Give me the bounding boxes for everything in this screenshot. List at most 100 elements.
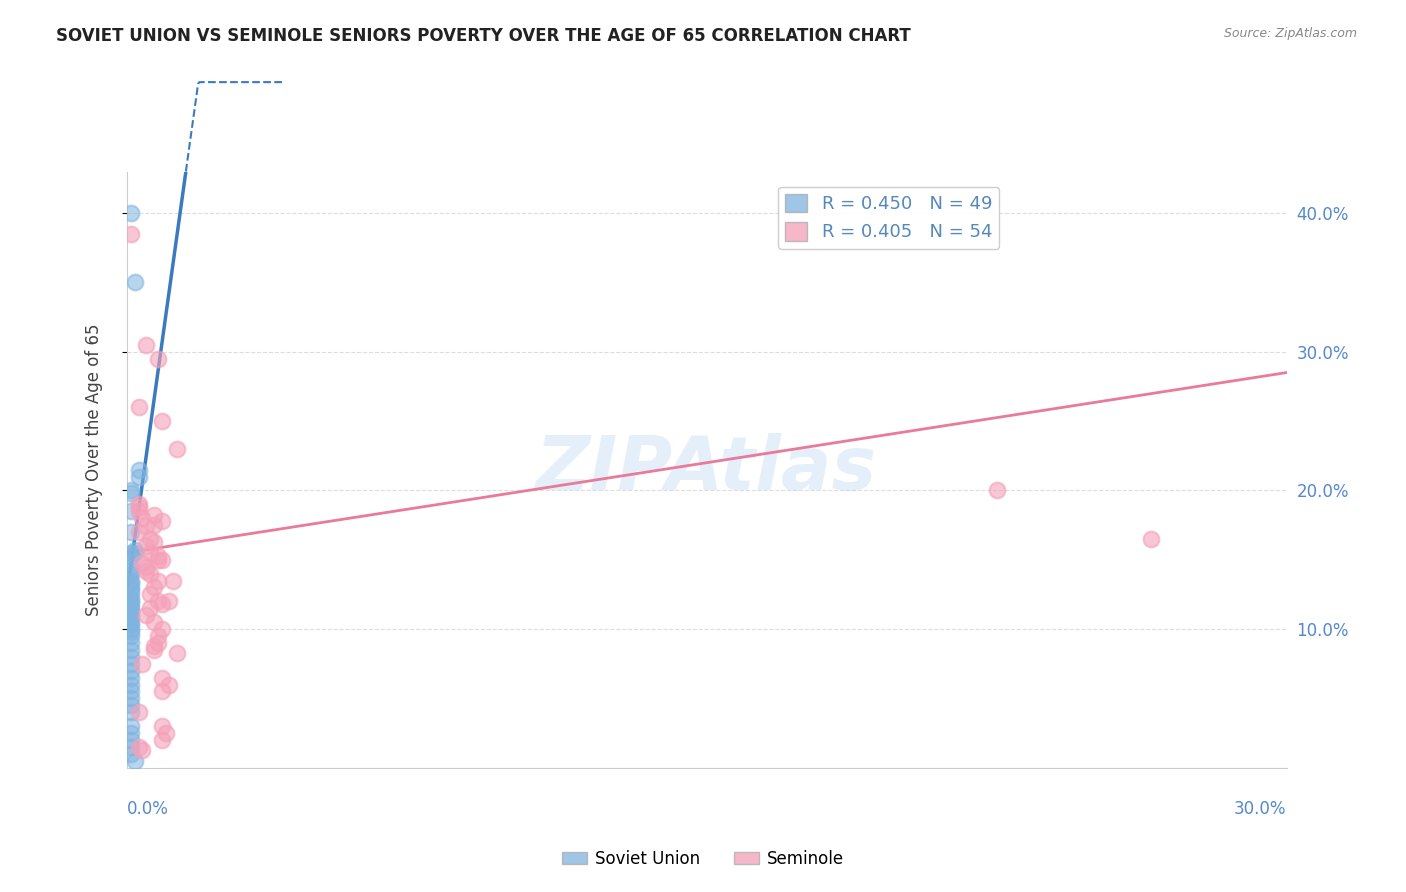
Text: SOVIET UNION VS SEMINOLE SENIORS POVERTY OVER THE AGE OF 65 CORRELATION CHART: SOVIET UNION VS SEMINOLE SENIORS POVERTY…: [56, 27, 911, 45]
Y-axis label: Seniors Poverty Over the Age of 65: Seniors Poverty Over the Age of 65: [86, 324, 103, 615]
Point: [120, 624, 142, 639]
Point: [135, 559, 157, 574]
Point: [150, 553, 173, 567]
Point: [120, 691, 142, 706]
Point: [150, 733, 173, 747]
Point: [150, 414, 173, 428]
Text: Source: ZipAtlas.com: Source: ZipAtlas.com: [1223, 27, 1357, 40]
Text: ZIPAtlas: ZIPAtlas: [536, 434, 877, 506]
Point: [120, 733, 142, 747]
Point: [128, 739, 150, 754]
Point: [146, 629, 169, 643]
Point: [120, 587, 142, 601]
Point: [139, 546, 162, 560]
Point: [150, 514, 173, 528]
Point: [135, 564, 157, 578]
Point: [120, 608, 142, 623]
Point: [120, 611, 142, 625]
Point: [128, 705, 150, 719]
Point: [143, 581, 166, 595]
Point: [124, 276, 146, 290]
Point: [166, 442, 188, 456]
Point: [120, 604, 142, 618]
Point: [143, 518, 166, 533]
Point: [120, 629, 142, 643]
Point: [143, 643, 166, 657]
Point: [120, 677, 142, 691]
Point: [1140, 532, 1163, 546]
Point: [128, 401, 150, 415]
Point: [159, 594, 181, 608]
Point: [139, 532, 162, 546]
Point: [159, 677, 181, 691]
Point: [120, 698, 142, 713]
Point: [120, 483, 142, 498]
Point: [120, 574, 142, 588]
Point: [128, 462, 150, 476]
Point: [120, 549, 142, 563]
Point: [146, 549, 169, 563]
Point: [120, 206, 142, 220]
Point: [150, 719, 173, 733]
Point: [146, 351, 169, 366]
Text: 30.0%: 30.0%: [1234, 800, 1286, 819]
Point: [120, 601, 142, 615]
Point: [128, 504, 150, 518]
Point: [120, 739, 142, 754]
Point: [120, 618, 142, 632]
Point: [124, 543, 146, 558]
Point: [146, 553, 169, 567]
Point: [146, 574, 169, 588]
Point: [135, 519, 157, 533]
Point: [120, 597, 142, 611]
Point: [128, 524, 150, 539]
Point: [120, 486, 142, 500]
Point: [120, 671, 142, 685]
Point: [120, 657, 142, 671]
Point: [120, 524, 142, 539]
Point: [143, 508, 166, 523]
Point: [131, 511, 153, 525]
Point: [131, 556, 153, 570]
Point: [120, 636, 142, 650]
Point: [120, 576, 142, 591]
Point: [155, 726, 177, 740]
Point: [120, 649, 142, 664]
Point: [120, 583, 142, 598]
Point: [139, 587, 162, 601]
Point: [120, 564, 142, 578]
Point: [120, 227, 142, 241]
Point: [131, 742, 153, 756]
Point: [124, 754, 146, 768]
Point: [120, 504, 142, 518]
Legend: Soviet Union, Seminole: Soviet Union, Seminole: [555, 844, 851, 875]
Point: [120, 726, 142, 740]
Point: [146, 594, 169, 608]
Point: [162, 574, 184, 588]
Point: [986, 483, 1008, 498]
Point: [120, 581, 142, 595]
Point: [150, 671, 173, 685]
Point: [131, 657, 153, 671]
Point: [143, 615, 166, 629]
Point: [150, 597, 173, 611]
Point: [120, 546, 142, 560]
Point: [120, 594, 142, 608]
Text: 0.0%: 0.0%: [127, 800, 169, 819]
Point: [128, 500, 150, 514]
Point: [135, 338, 157, 352]
Point: [143, 639, 166, 653]
Point: [135, 539, 157, 553]
Point: [120, 705, 142, 719]
Point: [120, 684, 142, 698]
Point: [120, 615, 142, 629]
Point: [124, 546, 146, 560]
Point: [150, 684, 173, 698]
Point: [166, 646, 188, 660]
Point: [120, 643, 142, 657]
Point: [120, 664, 142, 678]
Point: [128, 497, 150, 511]
Point: [143, 534, 166, 549]
Point: [135, 608, 157, 623]
Point: [120, 566, 142, 581]
